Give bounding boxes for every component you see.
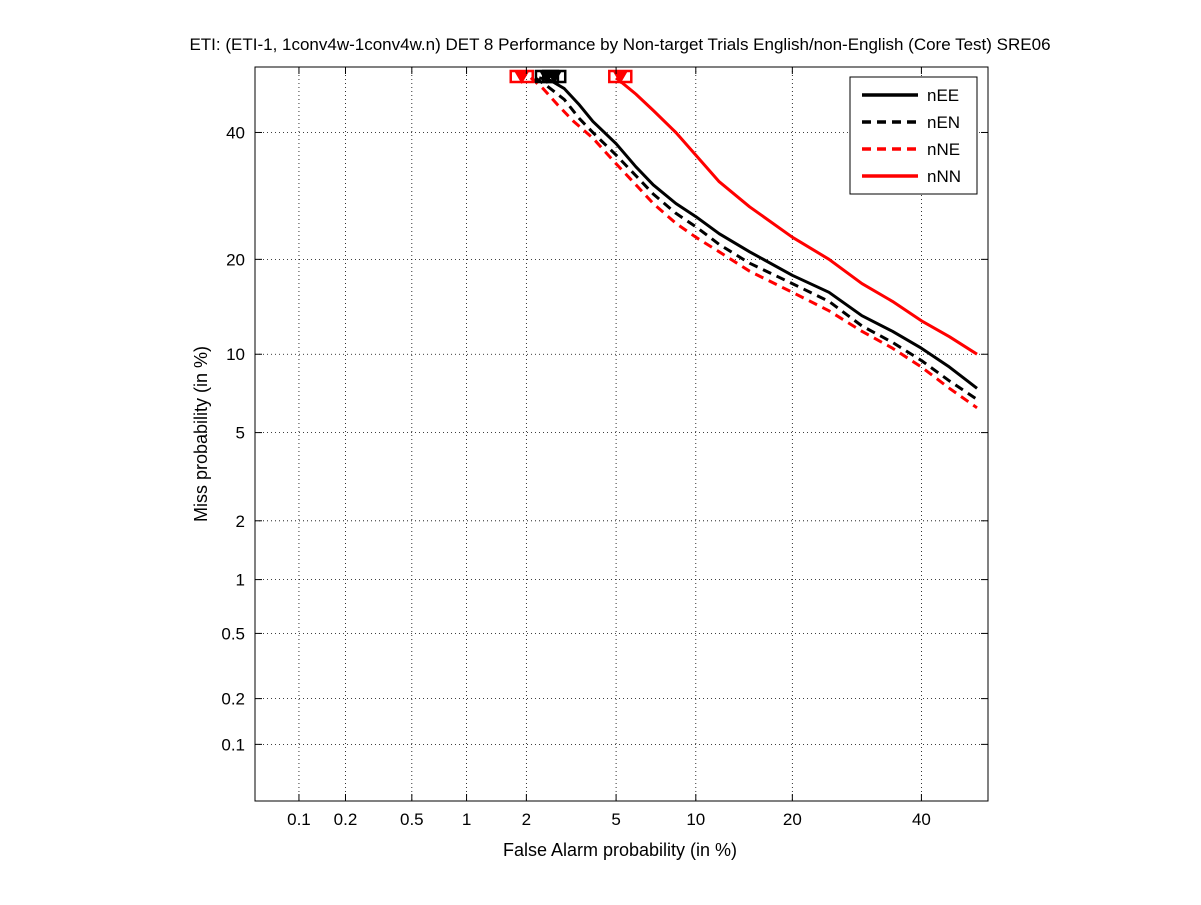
- operating-point-marker-nen: [539, 70, 555, 84]
- series-line-nnn: [615, 76, 978, 356]
- y-tick-label: 0.5: [221, 624, 245, 643]
- operating-point-marker-nne: [513, 70, 530, 84]
- legend-label-nee: nEE: [927, 86, 959, 105]
- series-line-nen: [534, 76, 978, 401]
- marker-group: [509, 69, 633, 84]
- x-tick-label: 5: [611, 810, 620, 829]
- legend-label-nnn: nNN: [927, 167, 961, 186]
- legend-label-nne: nNE: [927, 140, 960, 159]
- x-tick-label: 2: [522, 810, 531, 829]
- x-tick-label: 1: [462, 810, 471, 829]
- series-line-nee: [538, 76, 978, 390]
- plot-frame: [254, 66, 989, 802]
- y-tick-label: 20: [226, 250, 245, 269]
- y-axis-label: Miss probability (in %): [191, 346, 211, 522]
- legend-label-nen: nEN: [927, 113, 960, 132]
- y-tick-label: 0.2: [221, 690, 245, 709]
- x-tick-label: 0.5: [400, 810, 424, 829]
- legend: nEE nEN nNE nNN: [849, 76, 978, 195]
- operating-point-marker-nnn: [612, 70, 629, 84]
- y-tick-label: 0.1: [221, 735, 245, 754]
- chart-title: ETI: (ETI-1, 1conv4w-1conv4w.n) DET 8 Pe…: [189, 35, 1050, 54]
- series-group: [529, 76, 978, 410]
- series-line-nne: [529, 76, 978, 410]
- y-tick-label: 40: [226, 123, 245, 142]
- x-tick-label: 20: [783, 810, 802, 829]
- x-axis-label: False Alarm probability (in %): [503, 840, 737, 860]
- y-tick-label: 1: [236, 571, 245, 590]
- x-tick-label: 10: [686, 810, 705, 829]
- x-tick-label: 0.2: [334, 810, 358, 829]
- y-tick-label: 10: [226, 345, 245, 364]
- x-tick-label: 40: [912, 810, 931, 829]
- y-tick-label: 2: [236, 512, 245, 531]
- ticks: 0.1 0.2 0.5 1 2 5 10 20 40 0.1 0.2 0.5 1 2 5 10 20 40: [221, 67, 988, 829]
- x-tick-label: 0.1: [287, 810, 311, 829]
- y-tick-label: 5: [236, 424, 245, 443]
